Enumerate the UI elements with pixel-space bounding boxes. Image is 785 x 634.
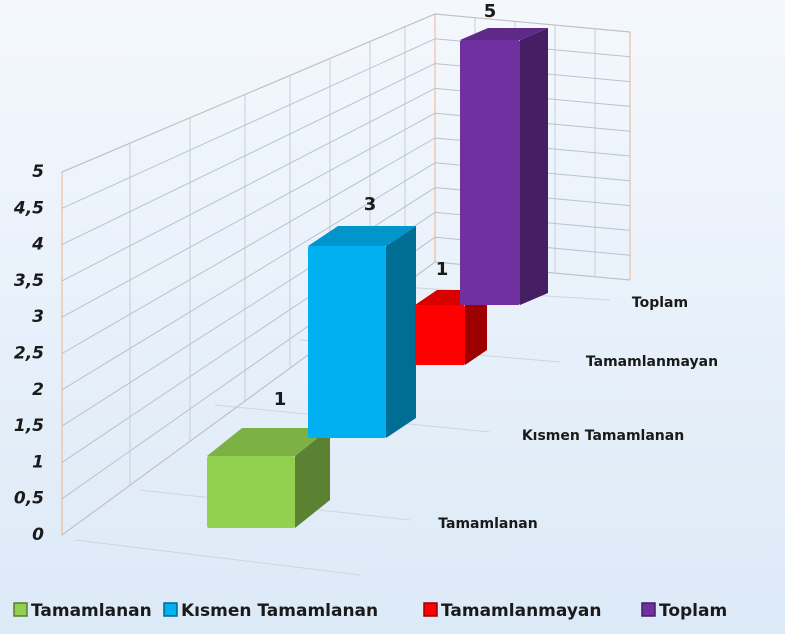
bar-front	[415, 305, 465, 365]
category-label: Tamamlanan	[438, 516, 537, 532]
legend-swatch	[423, 602, 438, 617]
bar-top	[460, 28, 548, 40]
legend-label: Tamamlanan	[31, 601, 152, 621]
bar	[415, 290, 487, 365]
legend-label: Tamamlanmayan	[441, 601, 602, 621]
legend: Tamamlanan Kısmen Tamamlanan Tamamlanmayan…	[13, 601, 727, 621]
y-tick-label: 1,5	[14, 416, 44, 436]
grid-line	[61, 87, 436, 282]
grid-line	[434, 13, 631, 33]
y-tick-label: 5	[32, 162, 44, 182]
grid-line	[61, 137, 436, 354]
legend-swatch	[163, 602, 178, 617]
legend-swatch	[641, 602, 656, 617]
bar-front	[207, 456, 295, 528]
category-label: Kısmen Tamamlanan	[522, 428, 684, 444]
legend-label: Toplam	[659, 601, 727, 621]
y-tick-label: 3	[32, 307, 44, 327]
y-tick-label: 2,5	[14, 344, 44, 364]
grid-line	[61, 112, 436, 318]
y-tick-label: 3,5	[14, 271, 44, 291]
bar-side	[386, 226, 416, 438]
bar	[308, 226, 416, 438]
y-tick-label: 0,5	[14, 489, 44, 509]
grid-line	[61, 38, 436, 209]
bar-side	[465, 290, 487, 365]
y-tick-label: 2	[32, 380, 44, 400]
y-tick-label: 0	[32, 525, 44, 545]
data-label: 1	[436, 259, 449, 280]
bar	[460, 28, 548, 305]
category-label: Toplam	[632, 295, 688, 311]
legend-swatch	[13, 602, 28, 617]
bar-top	[207, 428, 330, 456]
bar-front	[308, 246, 386, 438]
legend-label: Kısmen Tamamlanan	[181, 601, 378, 621]
grid-line	[61, 13, 436, 173]
bar-top	[308, 226, 416, 246]
bar-side	[520, 28, 548, 305]
category-label: Tamamlanmayan	[586, 354, 718, 370]
y-tick-label: 4,5	[13, 198, 44, 218]
y-tick-label: 4	[31, 235, 44, 255]
grid-line	[61, 63, 436, 246]
grid-line	[61, 162, 436, 391]
data-label: 5	[484, 1, 497, 22]
bar-front	[460, 40, 520, 305]
bar	[207, 428, 330, 528]
bar-side	[295, 428, 330, 528]
y-tick-label: 1	[32, 452, 44, 472]
data-label: 1	[274, 389, 287, 410]
data-label: 3	[364, 194, 377, 215]
